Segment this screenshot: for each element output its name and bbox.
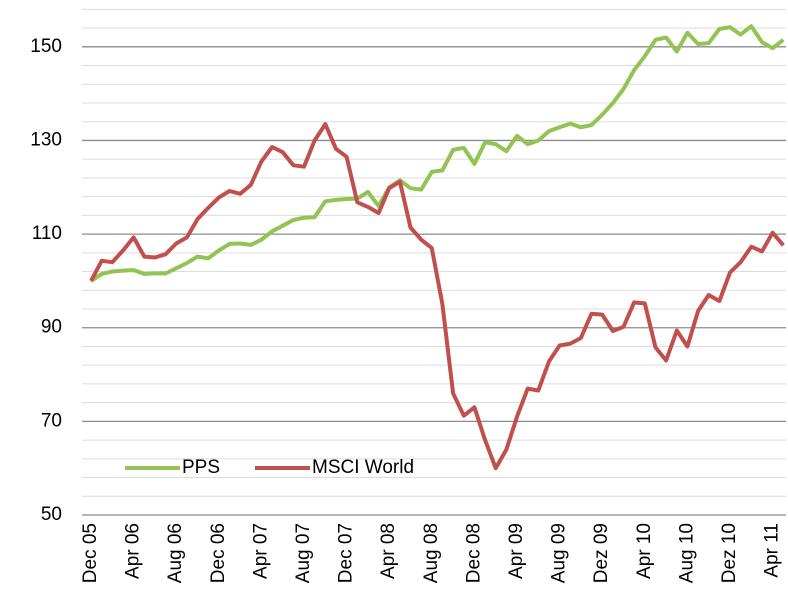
y-tick-label: 90: [41, 317, 62, 338]
x-tick-label: Dec 06: [208, 523, 229, 583]
x-tick-label: Apr 07: [250, 523, 271, 579]
x-tick-label: Dec 05: [80, 523, 101, 583]
x-tick-label: Dec 07: [336, 523, 357, 583]
line-series: [89, 122, 785, 471]
x-tick-label: Apr 10: [634, 523, 655, 579]
legend-label: PPS: [182, 457, 220, 478]
x-tick-label: Apr 09: [506, 523, 527, 579]
legend-label: MSCI World: [312, 457, 414, 478]
y-tick-label: 110: [32, 223, 62, 244]
x-tick-label: Aug 07: [293, 523, 314, 583]
x-tick-label: Dez 10: [719, 523, 740, 583]
x-tick-label: Apr 06: [123, 523, 144, 579]
x-tick-label: Dec 08: [463, 523, 484, 583]
x-tick-label: Aug 08: [421, 523, 442, 583]
x-tick-label: Dez 09: [591, 523, 612, 583]
y-tick-label: 130: [30, 129, 62, 150]
x-tick-label: Aug 06: [165, 523, 186, 583]
x-tick-label: Apr 08: [378, 523, 399, 579]
y-tick-label: 70: [41, 410, 62, 431]
x-tick-label: Aug 09: [549, 523, 570, 583]
x-tick-label: Aug 10: [676, 523, 697, 583]
x-tick-label: Apr 11: [762, 523, 783, 578]
y-tick-label: 50: [41, 504, 62, 525]
line-series: [89, 24, 785, 283]
y-tick-label: 150: [30, 36, 62, 57]
